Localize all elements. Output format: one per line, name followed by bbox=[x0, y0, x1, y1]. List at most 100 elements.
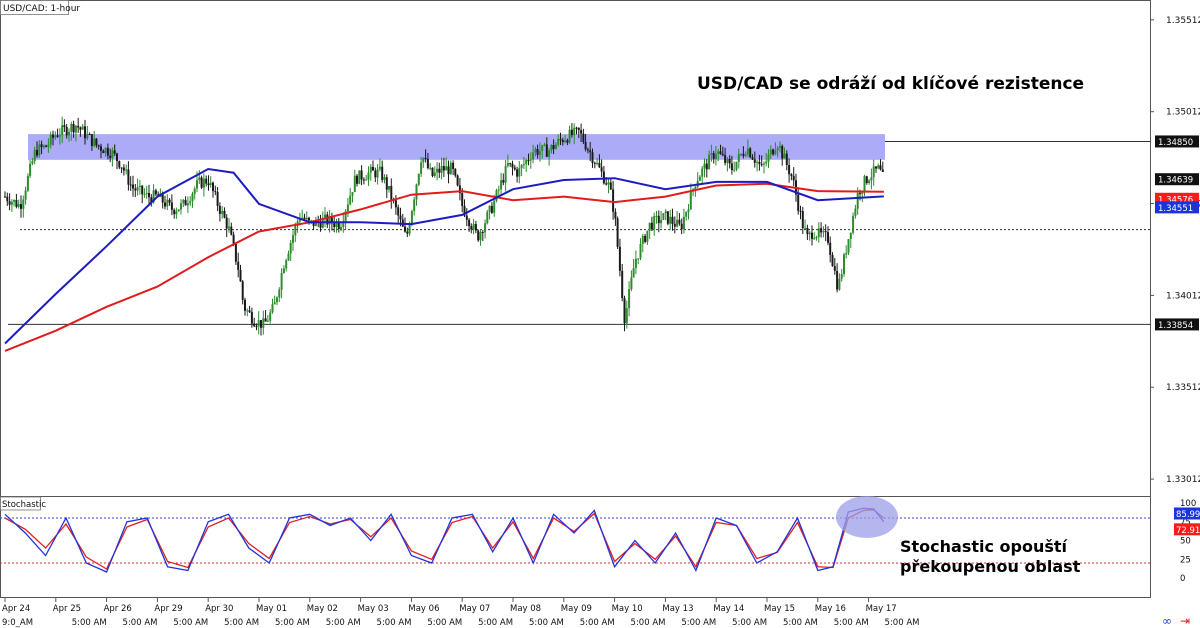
candle-body bbox=[705, 163, 708, 170]
stoch-tick-label: 75 bbox=[1180, 518, 1191, 528]
candle-body bbox=[269, 312, 272, 321]
candle-body bbox=[36, 149, 38, 156]
candle-body bbox=[10, 201, 13, 205]
candle-body bbox=[772, 149, 775, 155]
candle-body bbox=[86, 134, 89, 139]
candle-body bbox=[182, 199, 185, 204]
candle-body bbox=[769, 149, 772, 155]
day-label: May 16 bbox=[815, 604, 846, 614]
candle-body bbox=[634, 258, 637, 269]
candle-body bbox=[529, 159, 532, 161]
candle-body bbox=[664, 211, 667, 214]
candle-body bbox=[870, 177, 873, 181]
scroll-right-icon[interactable]: ⇥ bbox=[1180, 614, 1190, 628]
candle-body bbox=[349, 195, 352, 205]
candle-body bbox=[305, 217, 308, 220]
candle-body bbox=[820, 228, 823, 233]
candle-body bbox=[193, 188, 196, 194]
candle-body bbox=[737, 154, 740, 162]
candle-body bbox=[362, 179, 365, 181]
candle-body bbox=[463, 206, 466, 216]
candle-body bbox=[833, 266, 836, 271]
candle-body bbox=[811, 232, 813, 239]
price-label-text: 1.34639 bbox=[1158, 176, 1193, 186]
stoch-value-text: 85.99 bbox=[1176, 510, 1200, 520]
candle-body bbox=[109, 155, 112, 159]
price-label-box bbox=[1155, 201, 1199, 214]
candle-body bbox=[445, 166, 448, 171]
candle-body bbox=[746, 148, 749, 155]
day-label: May 02 bbox=[307, 604, 338, 614]
candle-body bbox=[262, 318, 265, 328]
stoch-title: Stochastic bbox=[2, 500, 46, 510]
candle-body bbox=[744, 154, 747, 156]
candle-body bbox=[106, 147, 109, 156]
candle-body bbox=[689, 190, 692, 210]
day-label: May 01 bbox=[256, 604, 287, 614]
candle-body bbox=[614, 211, 617, 219]
candle-body bbox=[308, 217, 310, 221]
day-label: May 09 bbox=[561, 604, 592, 614]
candle-body bbox=[822, 231, 825, 233]
day-label: Apr 29 bbox=[154, 604, 182, 614]
candle-body bbox=[852, 215, 855, 233]
candle-body bbox=[180, 203, 182, 210]
candle-body bbox=[429, 167, 432, 169]
link-icon[interactable]: ∞ bbox=[1162, 614, 1172, 628]
candle-body bbox=[127, 169, 130, 185]
candle-body bbox=[541, 145, 544, 151]
candle-body bbox=[29, 163, 32, 176]
candle-body bbox=[303, 217, 306, 220]
candle-body bbox=[280, 273, 283, 290]
candle-body bbox=[879, 165, 882, 170]
candle-body bbox=[742, 153, 745, 156]
candle-body bbox=[406, 231, 409, 234]
day-label: Apr 30 bbox=[205, 604, 233, 614]
candle-body bbox=[438, 168, 441, 173]
stoch-tick-label: 100 bbox=[1180, 499, 1196, 509]
price-tick-label: 1.35012 bbox=[1166, 108, 1200, 118]
candle-body bbox=[33, 149, 36, 162]
candle-body bbox=[849, 232, 852, 239]
candle-body bbox=[605, 183, 608, 185]
price-label-box bbox=[1155, 318, 1199, 331]
candle-body bbox=[209, 182, 212, 185]
candle-body bbox=[484, 223, 487, 233]
stoch-tick-label: 25 bbox=[1180, 555, 1191, 565]
candle-body bbox=[797, 194, 800, 211]
candle-body bbox=[561, 140, 564, 142]
candle-body bbox=[500, 180, 503, 190]
candle-body bbox=[719, 151, 722, 154]
candle-body bbox=[845, 253, 848, 255]
candle-body bbox=[184, 199, 187, 206]
candle-body bbox=[68, 131, 70, 136]
candle-body bbox=[164, 202, 166, 207]
candle-body bbox=[618, 246, 621, 271]
candle-body bbox=[497, 189, 500, 191]
candle-body bbox=[436, 168, 439, 173]
candle-body bbox=[356, 175, 358, 184]
stoch-k-line bbox=[4, 507, 885, 573]
candle-body bbox=[241, 281, 244, 300]
candle-body bbox=[449, 162, 452, 175]
candle-body bbox=[47, 144, 50, 147]
candle-body bbox=[609, 182, 612, 190]
candle-body bbox=[486, 211, 489, 224]
candle-body bbox=[502, 180, 505, 183]
candle-body bbox=[433, 172, 436, 176]
candle-body bbox=[186, 203, 189, 206]
day-label: May 17 bbox=[866, 604, 897, 614]
candle-body bbox=[58, 135, 61, 137]
candle-body bbox=[365, 179, 368, 181]
candle-body bbox=[129, 184, 132, 186]
candle-body bbox=[301, 217, 304, 219]
candle-body bbox=[479, 232, 482, 241]
candle-body bbox=[390, 186, 393, 200]
candle-body bbox=[733, 169, 736, 171]
candle-body bbox=[646, 230, 649, 242]
candle-body bbox=[221, 210, 224, 214]
candle-body bbox=[662, 213, 665, 220]
candle-body bbox=[15, 200, 18, 207]
candle-body bbox=[490, 205, 493, 213]
